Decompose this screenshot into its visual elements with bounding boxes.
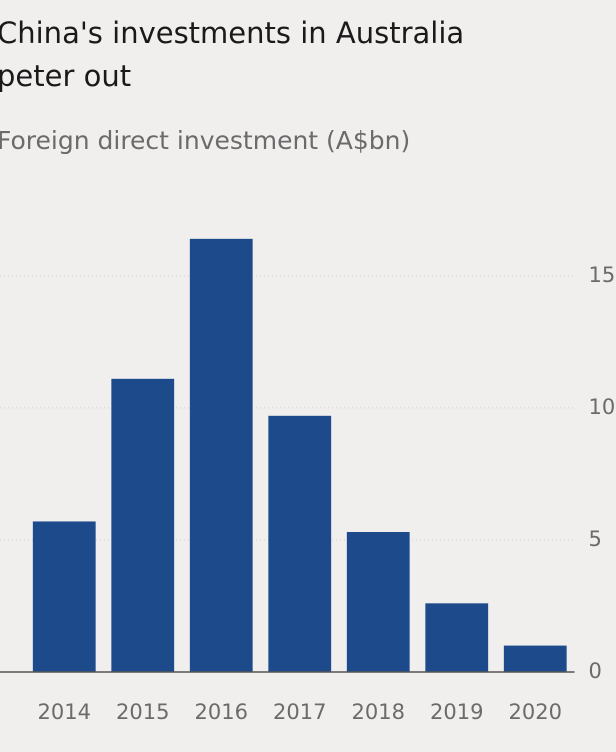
bar xyxy=(111,378,175,672)
x-tick-label: 2017 xyxy=(273,700,326,724)
y-tick-label: 15 xyxy=(589,263,616,287)
x-tick-label: 2019 xyxy=(430,700,483,724)
x-tick-label: 2020 xyxy=(509,700,562,724)
chart-title: China's investments in Australia xyxy=(0,16,464,50)
bar xyxy=(268,415,332,672)
y-tick-label: 5 xyxy=(589,527,602,551)
y-tick-label: 10 xyxy=(589,395,616,419)
bar xyxy=(503,645,567,672)
x-tick-label: 2018 xyxy=(352,700,405,724)
chart-title: peter out xyxy=(0,59,131,93)
bar xyxy=(32,521,96,672)
bar xyxy=(189,238,253,673)
x-tick-label: 2015 xyxy=(116,700,169,724)
x-tick-label: 2016 xyxy=(195,700,248,724)
bar xyxy=(425,603,489,672)
x-tick-label: 2014 xyxy=(38,700,91,724)
chart-subtitle: Foreign direct investment (A$bn) xyxy=(0,126,410,155)
y-tick-label: 0 xyxy=(589,659,602,683)
bar xyxy=(346,532,410,672)
